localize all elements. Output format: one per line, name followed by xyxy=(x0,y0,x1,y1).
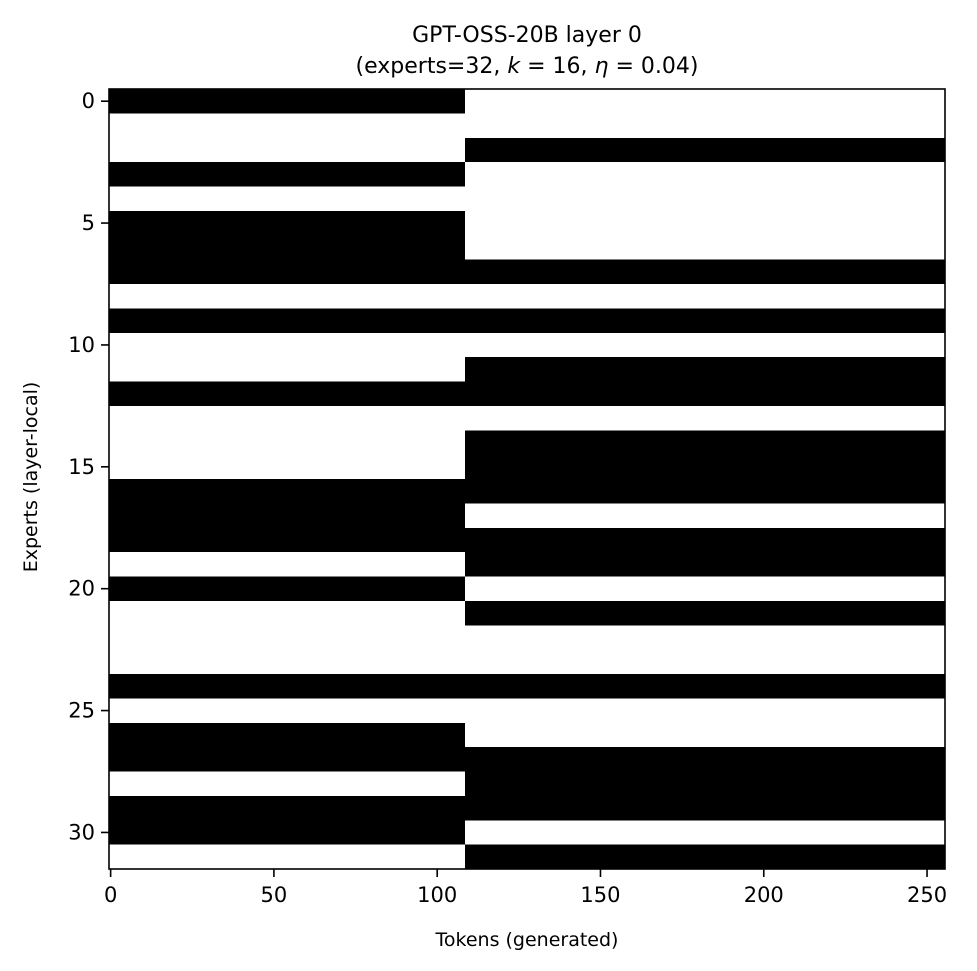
x-tick-label-150: 150 xyxy=(580,883,620,907)
active-cell-seg1-expert-7 xyxy=(464,259,945,284)
chart-title-line1: GPT-OSS-20B layer 0 xyxy=(412,23,642,48)
y-axis-ticks: 0 5 10 15 20 25 30 xyxy=(68,89,109,844)
active-cell-seg1-expert-21 xyxy=(464,600,945,626)
active-cell-seg1-expert-19 xyxy=(464,552,945,577)
active-cell-seg1-expert-11 xyxy=(464,357,945,382)
x-tick-label-50: 50 xyxy=(261,883,288,907)
x-tick-label-100: 100 xyxy=(417,883,457,907)
x-axis-ticks: 0 50 100 150 200 250 xyxy=(104,869,947,907)
chart-title-line2: (experts=32, k = 16, η = 0.04) xyxy=(356,54,699,79)
y-tick-label-0: 0 xyxy=(82,89,95,113)
plot-frame xyxy=(108,88,946,870)
active-cell-seg1-expert-28 xyxy=(464,771,945,796)
active-cell-seg0-expert-12 xyxy=(109,381,465,406)
active-cell-seg0-expert-7 xyxy=(109,259,465,284)
title-k-symbol: k xyxy=(507,54,521,79)
active-cell-seg1-expert-16 xyxy=(464,479,945,504)
active-cell-seg0-expert-24 xyxy=(109,674,465,699)
active-cell-seg1-expert-14 xyxy=(464,430,945,455)
active-cell-seg0-expert-18 xyxy=(109,527,465,553)
y-tick-label-20: 20 xyxy=(68,577,95,601)
active-cell-seg0-expert-29 xyxy=(109,795,465,821)
x-tick-label-0: 0 xyxy=(104,883,117,907)
active-cell-seg0-expert-0 xyxy=(109,89,465,114)
x-axis-label: Tokens (generated) xyxy=(435,929,619,951)
active-cell-seg0-expert-6 xyxy=(109,235,465,260)
active-cell-seg1-expert-29 xyxy=(464,795,945,821)
y-tick-label-15: 15 xyxy=(68,455,95,479)
active-cell-seg0-expert-16 xyxy=(109,479,465,504)
active-cell-seg1-expert-18 xyxy=(464,527,945,553)
active-cell-seg1-expert-24 xyxy=(464,674,945,699)
active-cell-seg0-expert-27 xyxy=(109,747,465,772)
y-tick-label-25: 25 xyxy=(68,699,95,723)
active-cell-seg1-expert-12 xyxy=(464,381,945,406)
x-tick-label-250: 250 xyxy=(907,883,947,907)
heatmap-cells xyxy=(109,89,945,869)
y-tick-label-10: 10 xyxy=(68,333,95,357)
x-tick-label-200: 200 xyxy=(744,883,784,907)
active-cell-seg0-expert-5 xyxy=(109,210,465,236)
active-cell-seg0-expert-30 xyxy=(109,820,465,845)
title-params-prefix: (experts=32, xyxy=(356,54,508,79)
active-cell-seg0-expert-17 xyxy=(109,503,465,528)
title-eta-value: = 0.04) xyxy=(608,54,698,79)
active-cell-seg0-expert-9 xyxy=(109,308,465,333)
y-axis-label: Experts (layer-local) xyxy=(20,382,42,573)
active-cell-seg0-expert-20 xyxy=(109,576,465,601)
title-eta-symbol: η xyxy=(595,54,609,79)
y-tick-label-5: 5 xyxy=(82,211,95,235)
y-tick-label-30: 30 xyxy=(68,820,95,844)
active-cell-seg1-expert-15 xyxy=(464,454,945,479)
active-cell-seg1-expert-9 xyxy=(464,308,945,333)
active-cell-seg1-expert-2 xyxy=(464,137,945,163)
active-cell-seg0-expert-26 xyxy=(109,722,465,748)
active-cell-seg0-expert-3 xyxy=(109,162,465,187)
active-cell-seg1-expert-27 xyxy=(464,747,945,772)
active-cell-seg1-expert-31 xyxy=(464,844,945,869)
title-k-value: = 16, xyxy=(520,54,594,79)
